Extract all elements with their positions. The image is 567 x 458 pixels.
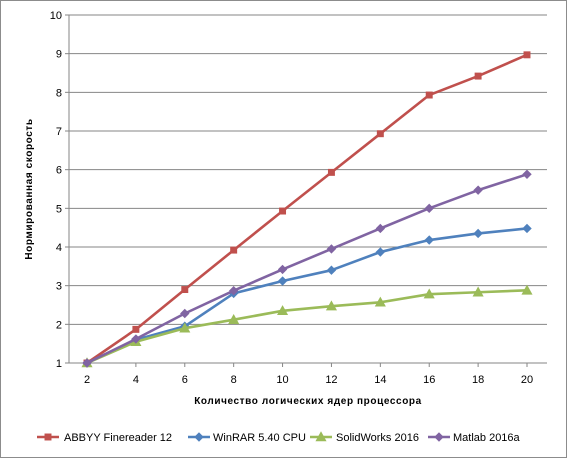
data-point [326, 244, 337, 254]
data-point [522, 223, 532, 234]
series-line [86, 173, 528, 365]
data-point [325, 300, 337, 311]
data-point [327, 168, 335, 176]
data-point [279, 207, 287, 215]
data-point [376, 130, 384, 138]
series-line [86, 227, 528, 365]
legend-label: Matlab 2016a [453, 432, 521, 444]
data-point [424, 235, 434, 245]
x-tick-label: 4 [133, 374, 139, 386]
y-tick-label: 9 [56, 49, 62, 61]
legend-label: ABBYY Finereader 12 [64, 432, 172, 444]
data-point [473, 185, 483, 195]
series-3 [82, 169, 532, 368]
data-point [132, 325, 140, 333]
data-point [423, 288, 435, 299]
data-point [375, 223, 386, 234]
legend-marker [434, 432, 444, 442]
legend: ABBYY Finereader 12 WinRAR 5.40 CPU SolidW… [37, 431, 521, 444]
data-point [473, 228, 483, 239]
legend-marker [194, 432, 204, 442]
y-tick-label: 1 [56, 358, 62, 370]
series-1 [82, 223, 532, 368]
data-point [523, 51, 531, 59]
data-point [277, 264, 288, 275]
data-point [230, 246, 238, 254]
x-tick-label: 16 [423, 374, 435, 386]
data-point [228, 285, 239, 296]
legend-label: SolidWorks 2016 [336, 432, 419, 444]
data-point [181, 286, 189, 294]
x-tick-label: 2 [84, 374, 90, 386]
legend-label: WinRAR 5.40 CPU [213, 432, 306, 444]
y-tick-label: 7 [56, 126, 62, 138]
data-point [277, 276, 288, 286]
y-tick-label: 10 [50, 10, 62, 22]
y-tick-labels: 1 2 3 4 5 6 7 8 9 10 [50, 10, 62, 370]
x-tick-label: 8 [231, 374, 237, 386]
data-point [228, 313, 240, 324]
axes [65, 14, 547, 367]
data-point [472, 286, 484, 297]
x-tick-label: 10 [276, 374, 288, 386]
series-line [86, 53, 528, 365]
x-axis-label: Количество логических ядер процессора [194, 396, 422, 407]
data-point [326, 265, 337, 275]
y-tick-label: 4 [56, 242, 62, 254]
legend-item-0: ABBYY Finereader 12 [37, 432, 172, 444]
legend-item-3: Matlab 2016a [428, 432, 521, 444]
gridlines [69, 14, 547, 325]
data-point [277, 305, 289, 316]
series-0 [83, 51, 531, 367]
legend-marker [315, 431, 327, 442]
x-tick-label: 20 [521, 374, 533, 386]
data-point [180, 308, 190, 319]
x-tick-label: 12 [325, 374, 337, 386]
x-tick-label: 14 [374, 374, 386, 386]
data-point [374, 296, 386, 307]
data-point [179, 322, 191, 333]
series-2 [81, 284, 533, 368]
y-tick-label: 5 [56, 203, 62, 215]
legend-item-1: WinRAR 5.40 CPU [188, 432, 306, 444]
series-group [81, 51, 533, 368]
legend-marker [44, 433, 52, 441]
legend-item-2: SolidWorks 2016 [310, 431, 419, 444]
y-tick-label: 6 [56, 165, 62, 177]
y-axis-label: Нормированная скорость [24, 118, 35, 259]
data-point [522, 169, 532, 180]
data-point [521, 284, 533, 295]
x-tick-labels: 2 4 6 8 10 12 14 16 18 20 [84, 374, 533, 386]
data-point [131, 334, 141, 344]
data-point [375, 247, 386, 257]
data-point [82, 358, 92, 368]
y-tick-label: 8 [56, 87, 62, 99]
y-tick-label: 2 [56, 319, 62, 331]
data-point [424, 203, 434, 214]
data-point [425, 91, 433, 99]
x-tick-label: 6 [182, 374, 188, 386]
y-tick-label: 3 [56, 281, 62, 293]
data-point [474, 72, 482, 80]
x-tick-label: 18 [472, 374, 484, 386]
series-line [86, 289, 528, 365]
